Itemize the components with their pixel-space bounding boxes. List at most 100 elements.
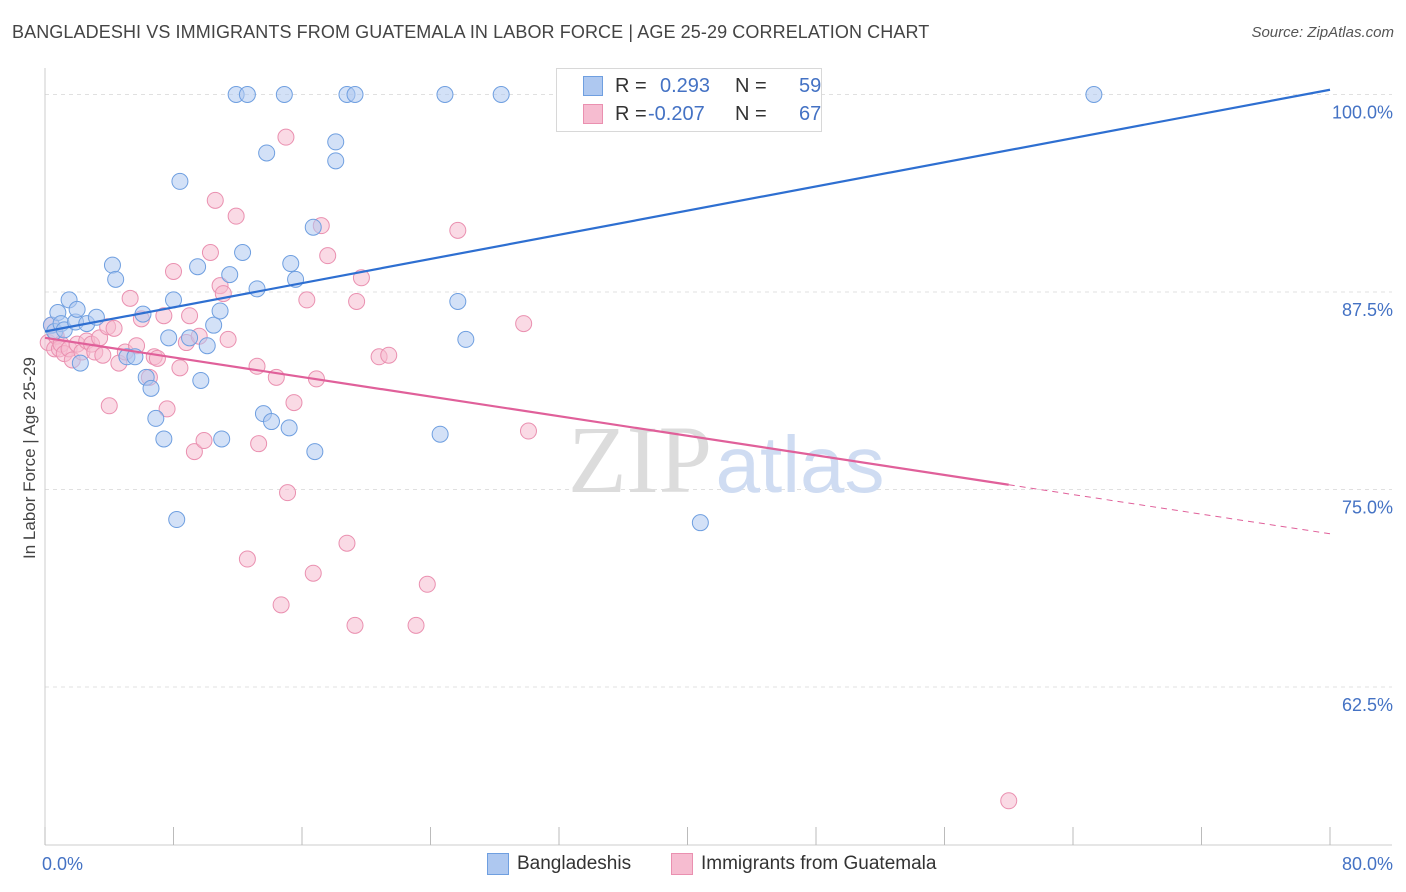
y-tick-label: 62.5%: [1342, 695, 1393, 715]
bangladeshi-point: [1085, 86, 1103, 103]
guatemala-point: [94, 346, 112, 364]
y-tick-label: 87.5%: [1342, 300, 1393, 320]
guatemala-point: [195, 432, 213, 450]
guatemala-point: [250, 435, 268, 453]
guatemala-point: [279, 484, 297, 502]
legend-n-value: 59: [799, 75, 822, 97]
watermark-atlas: atlas: [716, 420, 885, 509]
guatemala-point: [298, 291, 316, 309]
guatemala-point: [348, 292, 366, 310]
watermark: ZIP atlas: [568, 406, 884, 513]
guatemala-point: [304, 564, 322, 582]
bangladeshi-point: [436, 86, 454, 103]
bangladeshi-point: [181, 329, 199, 347]
bangladeshi-point: [234, 244, 252, 261]
guatemala-trend-line: [44, 336, 1009, 486]
bangladeshi-point: [280, 419, 298, 437]
guatemala-point: [277, 128, 295, 146]
bangladeshi-point: [198, 337, 216, 355]
bangladeshi-point: [142, 379, 160, 397]
bangladeshi-point: [327, 152, 345, 170]
bangladeshi-point: [431, 425, 449, 443]
guatemala-point: [449, 221, 467, 239]
legend-swatch-pink: [583, 104, 603, 124]
legend-swatch-blue: [583, 76, 603, 96]
bangladeshi-point: [457, 330, 475, 348]
bangladeshi-point: [238, 86, 256, 103]
bangladeshi-point: [171, 172, 189, 190]
legend-n-value: 67: [799, 103, 822, 125]
bangladeshi-point: [282, 255, 300, 273]
bangladeshi-point: [205, 316, 223, 334]
bangladeshi-point: [248, 280, 266, 298]
bangladeshi-point: [327, 133, 345, 151]
guatemala-point: [165, 262, 182, 280]
guatemala-point: [155, 307, 173, 325]
bangladeshi-point: [275, 86, 293, 103]
guatemala-point: [515, 315, 533, 333]
guatemala-point: [285, 394, 303, 412]
guatemala-point: [519, 422, 537, 440]
x-tick-label: 80.0%: [1342, 854, 1393, 874]
correlation-legend: R = 0.293 N = 59 R = -0.207 N = 67: [556, 68, 822, 132]
guatemala-point: [272, 596, 290, 614]
source-note: Source: ZipAtlas.com: [1251, 24, 1394, 41]
guatemala-point: [105, 319, 123, 337]
guatemala-point: [227, 207, 245, 225]
y-tick-label: 75.0%: [1342, 498, 1393, 518]
bangladeshi-point: [213, 430, 231, 448]
legend-r-label: R =: [615, 103, 647, 125]
bangladeshi-point: [103, 256, 121, 274]
legend-n-label: N =: [735, 75, 767, 97]
guatemala-point: [338, 534, 356, 552]
guatemala-point: [185, 443, 203, 461]
guatemala-point: [201, 244, 219, 261]
guatemala-trend-line-dashed: [1008, 484, 1331, 535]
legend-r-value: 0.293: [660, 75, 711, 97]
guatemala-point: [380, 346, 398, 364]
guatemala-point: [148, 349, 166, 367]
bangladeshi-point: [346, 86, 364, 103]
legend-r-label: R =: [615, 75, 647, 97]
legend-label: Immigrants from Guatemala: [701, 853, 937, 874]
guatemala-point: [206, 191, 224, 209]
guatemala-point: [181, 307, 199, 325]
legend-n-label: N =: [735, 103, 767, 125]
bangladeshi-point: [155, 430, 173, 448]
guatemala-point: [219, 330, 237, 348]
legend-r-value: -0.207: [648, 103, 705, 125]
bangladeshi-point: [691, 514, 709, 532]
bangladeshi-point: [262, 413, 280, 431]
guatemala-point: [346, 616, 364, 634]
guatemala-point: [121, 289, 139, 307]
guatemala-point: [100, 397, 118, 415]
guatemala-point: [319, 247, 337, 265]
guatemala-point: [418, 575, 436, 593]
y-tick-label: 100.0%: [1332, 103, 1393, 123]
bangladeshi-point: [211, 302, 229, 320]
x-tick-label: 0.0%: [42, 854, 83, 874]
bangladeshi-point: [168, 511, 186, 529]
bangladeshi-point: [107, 270, 125, 288]
bangladeshi-point: [160, 329, 178, 347]
y-axis-label: In Labor Force | Age 25-29: [20, 357, 39, 559]
chart-title: BANGLADESHI VS IMMIGRANTS FROM GUATEMALA…: [12, 22, 930, 42]
bangladeshi-point: [189, 258, 207, 276]
bangladeshi-point: [192, 371, 210, 389]
bangladeshi-point: [449, 292, 467, 310]
legend-swatch-blue: [487, 853, 509, 875]
guatemala-point: [1000, 792, 1018, 810]
guatemala-point: [158, 400, 176, 418]
bangladeshi-point: [68, 300, 86, 318]
legend-label: Bangladeshis: [517, 853, 632, 874]
watermark-zip: ZIP: [568, 406, 712, 513]
legend-swatch-pink: [671, 853, 693, 875]
bangladeshi-point: [492, 86, 510, 103]
guatemala-point: [407, 616, 425, 634]
bangladeshi-point: [258, 144, 276, 162]
bangladeshi-point: [306, 443, 324, 461]
guatemala-point: [238, 550, 256, 568]
bangladeshi-point: [221, 266, 239, 284]
bangladeshi-point: [304, 218, 322, 236]
